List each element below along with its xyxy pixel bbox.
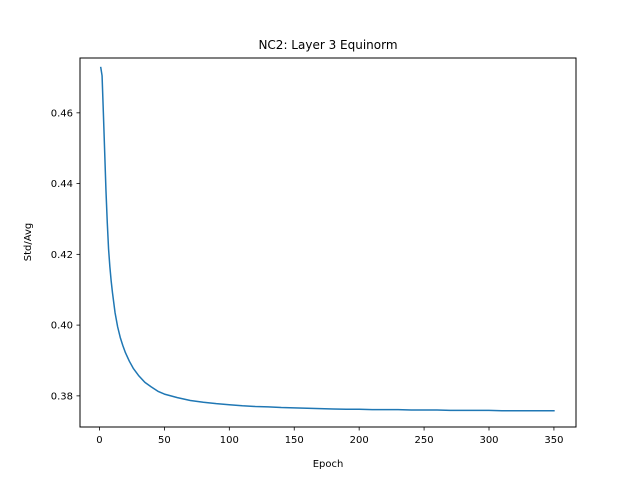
y-tick-label: 0.44	[51, 179, 73, 190]
x-tick-label: 50	[158, 435, 171, 446]
x-tick-label: 150	[285, 435, 304, 446]
y-tick-label: 0.46	[51, 108, 73, 119]
x-tick-label: 100	[220, 435, 239, 446]
x-axis-label: Epoch	[313, 459, 344, 470]
x-tick-label: 300	[479, 435, 498, 446]
x-axis-ticks: 0 50 100 150 200 250 300 350	[96, 427, 563, 446]
x-tick-label: 350	[544, 435, 563, 446]
y-tick-label: 0.40	[51, 321, 73, 332]
x-tick-label: 200	[350, 435, 369, 446]
x-tick-label: 0	[96, 435, 102, 446]
series-line-0	[99, 66, 555, 412]
plot-area	[80, 58, 576, 427]
y-axis-label: Std/Avg	[23, 223, 34, 262]
chart-title: NC2: Layer 3 Equinorm	[258, 38, 397, 52]
x-tick-label: 250	[415, 435, 434, 446]
chart-marks	[99, 66, 555, 412]
y-tick-label: 0.42	[51, 250, 73, 261]
y-tick-label: 0.38	[51, 391, 73, 402]
plot-frame	[79, 57, 577, 428]
y-axis-ticks: 0.38 0.40 0.42 0.44 0.46	[51, 108, 80, 402]
